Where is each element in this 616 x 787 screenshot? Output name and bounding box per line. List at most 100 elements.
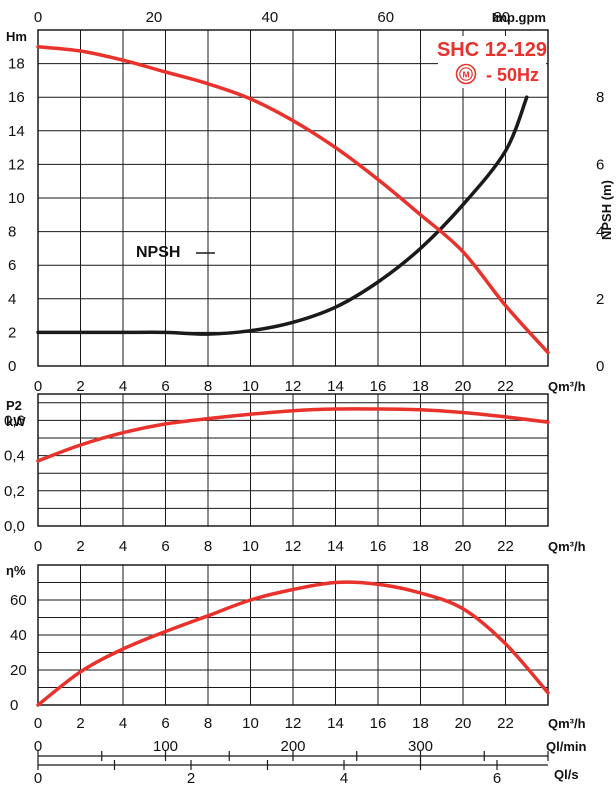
power-y-unit-p2: P2	[6, 398, 22, 413]
axis-tick-label: 2	[187, 770, 195, 787]
x-tick-label: 6	[161, 538, 169, 555]
imp-gpm-tick-labels: 0 20 40 60 80	[34, 9, 510, 26]
x-tick-label: 16	[370, 538, 387, 555]
y-tick-label: 2	[8, 324, 16, 341]
x-tick-label: 18	[412, 378, 429, 395]
x-tick-label: 22	[497, 378, 514, 395]
imp-gpm-tick-label: 80	[493, 9, 510, 26]
motor-symbol: M	[462, 70, 469, 80]
imp-gpm-tick-label: 20	[146, 9, 163, 26]
npsh-label: NPSH	[136, 244, 215, 261]
x-tick-label: 20	[455, 715, 472, 732]
y-tick-label: 18	[8, 56, 25, 73]
axis-tick-label: 0	[34, 770, 42, 787]
y-tick-label: 0,6	[4, 412, 25, 429]
x-tick-label: 2	[76, 378, 84, 395]
y-tick-label: 6	[8, 257, 16, 274]
y-tick-label: 4	[8, 291, 16, 308]
x-tick-label: 4	[119, 378, 127, 395]
npsh-tick-label: 0	[596, 358, 604, 375]
head-frame	[37, 29, 549, 367]
x-tick-label: 12	[285, 378, 302, 395]
head-y-tick-labels: 0 2 4 6 8 10 12 14 16 18	[8, 56, 25, 375]
axis-tick-label: 4	[340, 770, 348, 787]
x-tick-label: 6	[161, 715, 169, 732]
model-name: SHC 12-129	[437, 39, 547, 61]
efficiency-series	[36, 580, 550, 707]
l-min-unit: Ql/min	[546, 739, 587, 754]
y-tick-label: 14	[8, 123, 25, 140]
power-y-tick-labels: 0,0 0,2 0,4 0,6	[4, 412, 25, 535]
x-tick-label: 10	[242, 715, 259, 732]
imp-gpm-tick-label: 0	[34, 9, 42, 26]
npsh-curve	[36, 95, 529, 336]
imp-gpm-tick-label: 60	[377, 9, 394, 26]
efficiency-x-tick-labels: 0 2 4 6 8 10 12 14 16 18 20 22	[34, 715, 514, 732]
x-tick-label: 18	[412, 715, 429, 732]
efficiency-frame	[37, 564, 549, 706]
y-tick-label: 60	[10, 592, 27, 609]
x-tick-label: 4	[119, 715, 127, 732]
head-npsh-tick-labels: 0 2 4 6 8	[596, 89, 604, 375]
npsh-series-label: NPSH	[136, 244, 180, 261]
y-tick-label: 0,0	[4, 518, 25, 535]
imp-gpm-tick-label: 40	[262, 9, 279, 26]
x-tick-label: 12	[285, 715, 302, 732]
x-tick-label: 0	[34, 538, 42, 555]
axis-tick-label: 0	[34, 738, 42, 755]
npsh-tick-label: 4	[596, 224, 604, 241]
x-tick-label: 0	[34, 715, 42, 732]
x-tick-label: 16	[370, 378, 387, 395]
head-y-unit: Hm	[6, 29, 27, 44]
x-tick-label: 22	[497, 715, 514, 732]
y-tick-label: 8	[8, 224, 16, 241]
efficiency-y-tick-labels: 0 20 40 60	[10, 592, 27, 714]
x-tick-label: 8	[204, 715, 212, 732]
power-x-unit: Qm³/h	[548, 539, 586, 554]
x-tick-label: 2	[76, 538, 84, 555]
y-tick-label: 10	[8, 190, 25, 207]
x-tick-label: 14	[327, 378, 344, 395]
npsh-tick-label: 8	[596, 89, 604, 106]
frequency-label: - 50Hz	[486, 65, 539, 85]
efficiency-y-unit: η%	[6, 563, 26, 578]
npsh-tick-label: 6	[596, 156, 604, 173]
y-tick-label: 16	[8, 89, 25, 106]
model-title: SHC 12-129 M - 50Hz	[437, 36, 547, 88]
x-tick-label: 4	[119, 538, 127, 555]
npsh-tick-label: 2	[596, 291, 604, 308]
power-y-unit-kw: kW	[6, 414, 26, 429]
power-x-tick-labels: 0 2 4 6 8 10 12 14 16 18 20 22	[34, 538, 514, 555]
y-tick-label: 0	[8, 358, 16, 375]
x-tick-label: 6	[161, 378, 169, 395]
efficiency-curve	[36, 580, 550, 707]
power-curve	[36, 407, 550, 463]
power-series	[36, 407, 550, 463]
x-tick-label: 20	[455, 538, 472, 555]
x-tick-label: 16	[370, 715, 387, 732]
x-tick-label: 8	[204, 378, 212, 395]
axis-tick-label: 100	[153, 738, 178, 755]
axis-tick-label: 6	[493, 770, 501, 787]
npsh-axis-unit: NPSH (m)	[599, 180, 614, 240]
x-tick-label: 12	[285, 538, 302, 555]
axis-tick-label: 300	[408, 738, 433, 755]
axis-tick-label: 200	[280, 738, 305, 755]
y-tick-label: 40	[10, 627, 27, 644]
x-tick-label: 14	[327, 538, 344, 555]
x-tick-label: 10	[242, 378, 259, 395]
x-tick-label: 20	[455, 378, 472, 395]
l-min-axis: 0 100 200 300	[34, 738, 549, 761]
efficiency-x-unit: Qm³/h	[548, 716, 586, 731]
x-tick-label: 18	[412, 538, 429, 555]
x-tick-label: 8	[204, 538, 212, 555]
head-panel: 0 2 4 6 8 10 12 14 16 18 20 22 0 2 4 6 8 10 12 14 16 18 0 2 4 6…	[6, 9, 614, 395]
y-tick-label: 0,4	[4, 448, 25, 465]
secondary-flow-axes: 0 100 200 300 0 2 4 6 Ql/min Ql/s	[34, 738, 587, 787]
power-grid	[38, 394, 548, 526]
y-tick-label: 20	[10, 662, 27, 679]
head-curve	[36, 45, 550, 355]
power-panel: 0 2 4 6 8 10 12 14 16 18 20 22 0,0 0,2 0,4 0,6 P2 kW Q…	[4, 393, 586, 555]
x-tick-label: 10	[242, 538, 259, 555]
